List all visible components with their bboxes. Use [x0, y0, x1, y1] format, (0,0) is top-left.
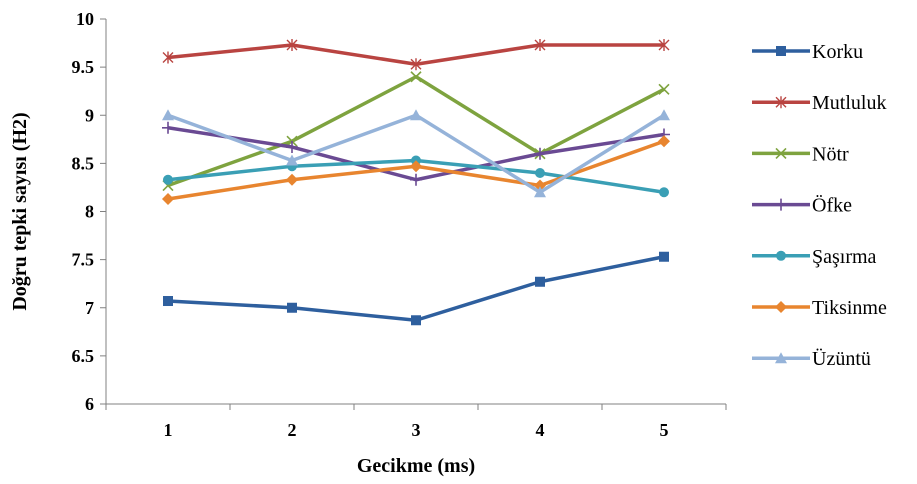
circle-marker	[163, 174, 173, 185]
series-1	[162, 38, 670, 71]
y-tick-label: 8	[85, 202, 94, 222]
x-marker	[410, 71, 422, 83]
square-marker	[163, 296, 173, 307]
star-marker	[410, 58, 422, 71]
circle-marker	[776, 250, 786, 261]
y-axis-title: Doğru tepki sayısı (H2)	[9, 112, 31, 310]
series-0	[163, 251, 669, 326]
y-tick-label: 8.5	[72, 153, 95, 173]
star-marker	[162, 51, 174, 64]
legend-label: Mutluluk	[812, 92, 886, 114]
x-marker	[775, 147, 787, 159]
square-marker	[411, 315, 421, 326]
x-marker	[658, 83, 670, 95]
legend-item: Mutluluk	[752, 92, 886, 114]
star-marker	[775, 96, 787, 109]
y-tick-label: 6	[85, 394, 94, 414]
legend-label: Üzüntü	[812, 347, 871, 370]
legend-item: Üzüntü	[752, 347, 871, 370]
legend-label: Tiksinme	[812, 297, 887, 319]
legend-label: Öfke	[812, 194, 852, 217]
triangle-marker	[658, 109, 670, 121]
series-6	[162, 109, 670, 198]
plus-marker	[286, 141, 298, 154]
legend-item: Korku	[752, 41, 863, 63]
x-axis-title: Gecikme (ms)	[357, 455, 475, 477]
triangle-marker	[775, 352, 787, 364]
x-tick-label: 4	[536, 420, 545, 440]
square-marker	[776, 46, 786, 56]
x-tick-label: 2	[288, 420, 297, 440]
x-axis-ticks: 1 2 3 4 5	[105, 404, 727, 440]
diamond-marker	[410, 160, 422, 173]
star-marker	[286, 38, 298, 51]
legend: Korku Mutluluk Nötr Öfke Şaşırma Tiksinme Üzün…	[752, 41, 887, 370]
y-tick-label: 7.5	[72, 250, 95, 270]
x-tick-label: 3	[412, 420, 421, 440]
legend-label: Nötr	[812, 143, 849, 165]
y-tick-label: 6.5	[72, 346, 95, 366]
x-tick-label: 5	[660, 420, 669, 440]
legend-item: Tiksinme	[752, 297, 887, 319]
triangle-marker	[410, 109, 422, 121]
plus-marker	[775, 198, 787, 211]
legend-item: Öfke	[752, 194, 852, 217]
star-marker	[534, 38, 546, 51]
square-marker	[287, 302, 297, 313]
plus-marker	[162, 121, 174, 134]
y-tick-label: 9.5	[72, 57, 95, 77]
legend-item: Şaşırma	[752, 246, 877, 268]
diamond-marker	[162, 192, 174, 205]
diamond-marker	[775, 301, 787, 313]
plus-marker	[534, 147, 546, 160]
legend-item: Nötr	[752, 143, 849, 165]
square-marker	[659, 251, 669, 262]
circle-marker	[535, 168, 545, 178]
y-axis-ticks: 6 6.5 7 7.5 8 8.5 9 9.5 10	[72, 9, 106, 414]
series-line	[167, 255, 665, 323]
star-marker	[658, 38, 670, 51]
triangle-marker	[534, 186, 546, 198]
series-3	[162, 121, 670, 186]
diamond-marker	[286, 173, 298, 186]
plus-marker	[410, 173, 422, 186]
y-tick-label: 10	[76, 9, 94, 29]
y-tick-label: 9	[85, 105, 94, 125]
legend-label: Şaşırma	[812, 246, 877, 268]
series-group	[162, 38, 670, 326]
triangle-marker	[162, 109, 174, 121]
series-5	[162, 135, 670, 205]
triangle-marker	[286, 154, 298, 166]
x-tick-label: 1	[164, 420, 173, 440]
diamond-marker	[658, 135, 670, 148]
legend-label: Korku	[812, 41, 863, 63]
y-tick-label: 7	[85, 298, 94, 318]
square-marker	[535, 276, 545, 287]
circle-marker	[659, 187, 669, 198]
